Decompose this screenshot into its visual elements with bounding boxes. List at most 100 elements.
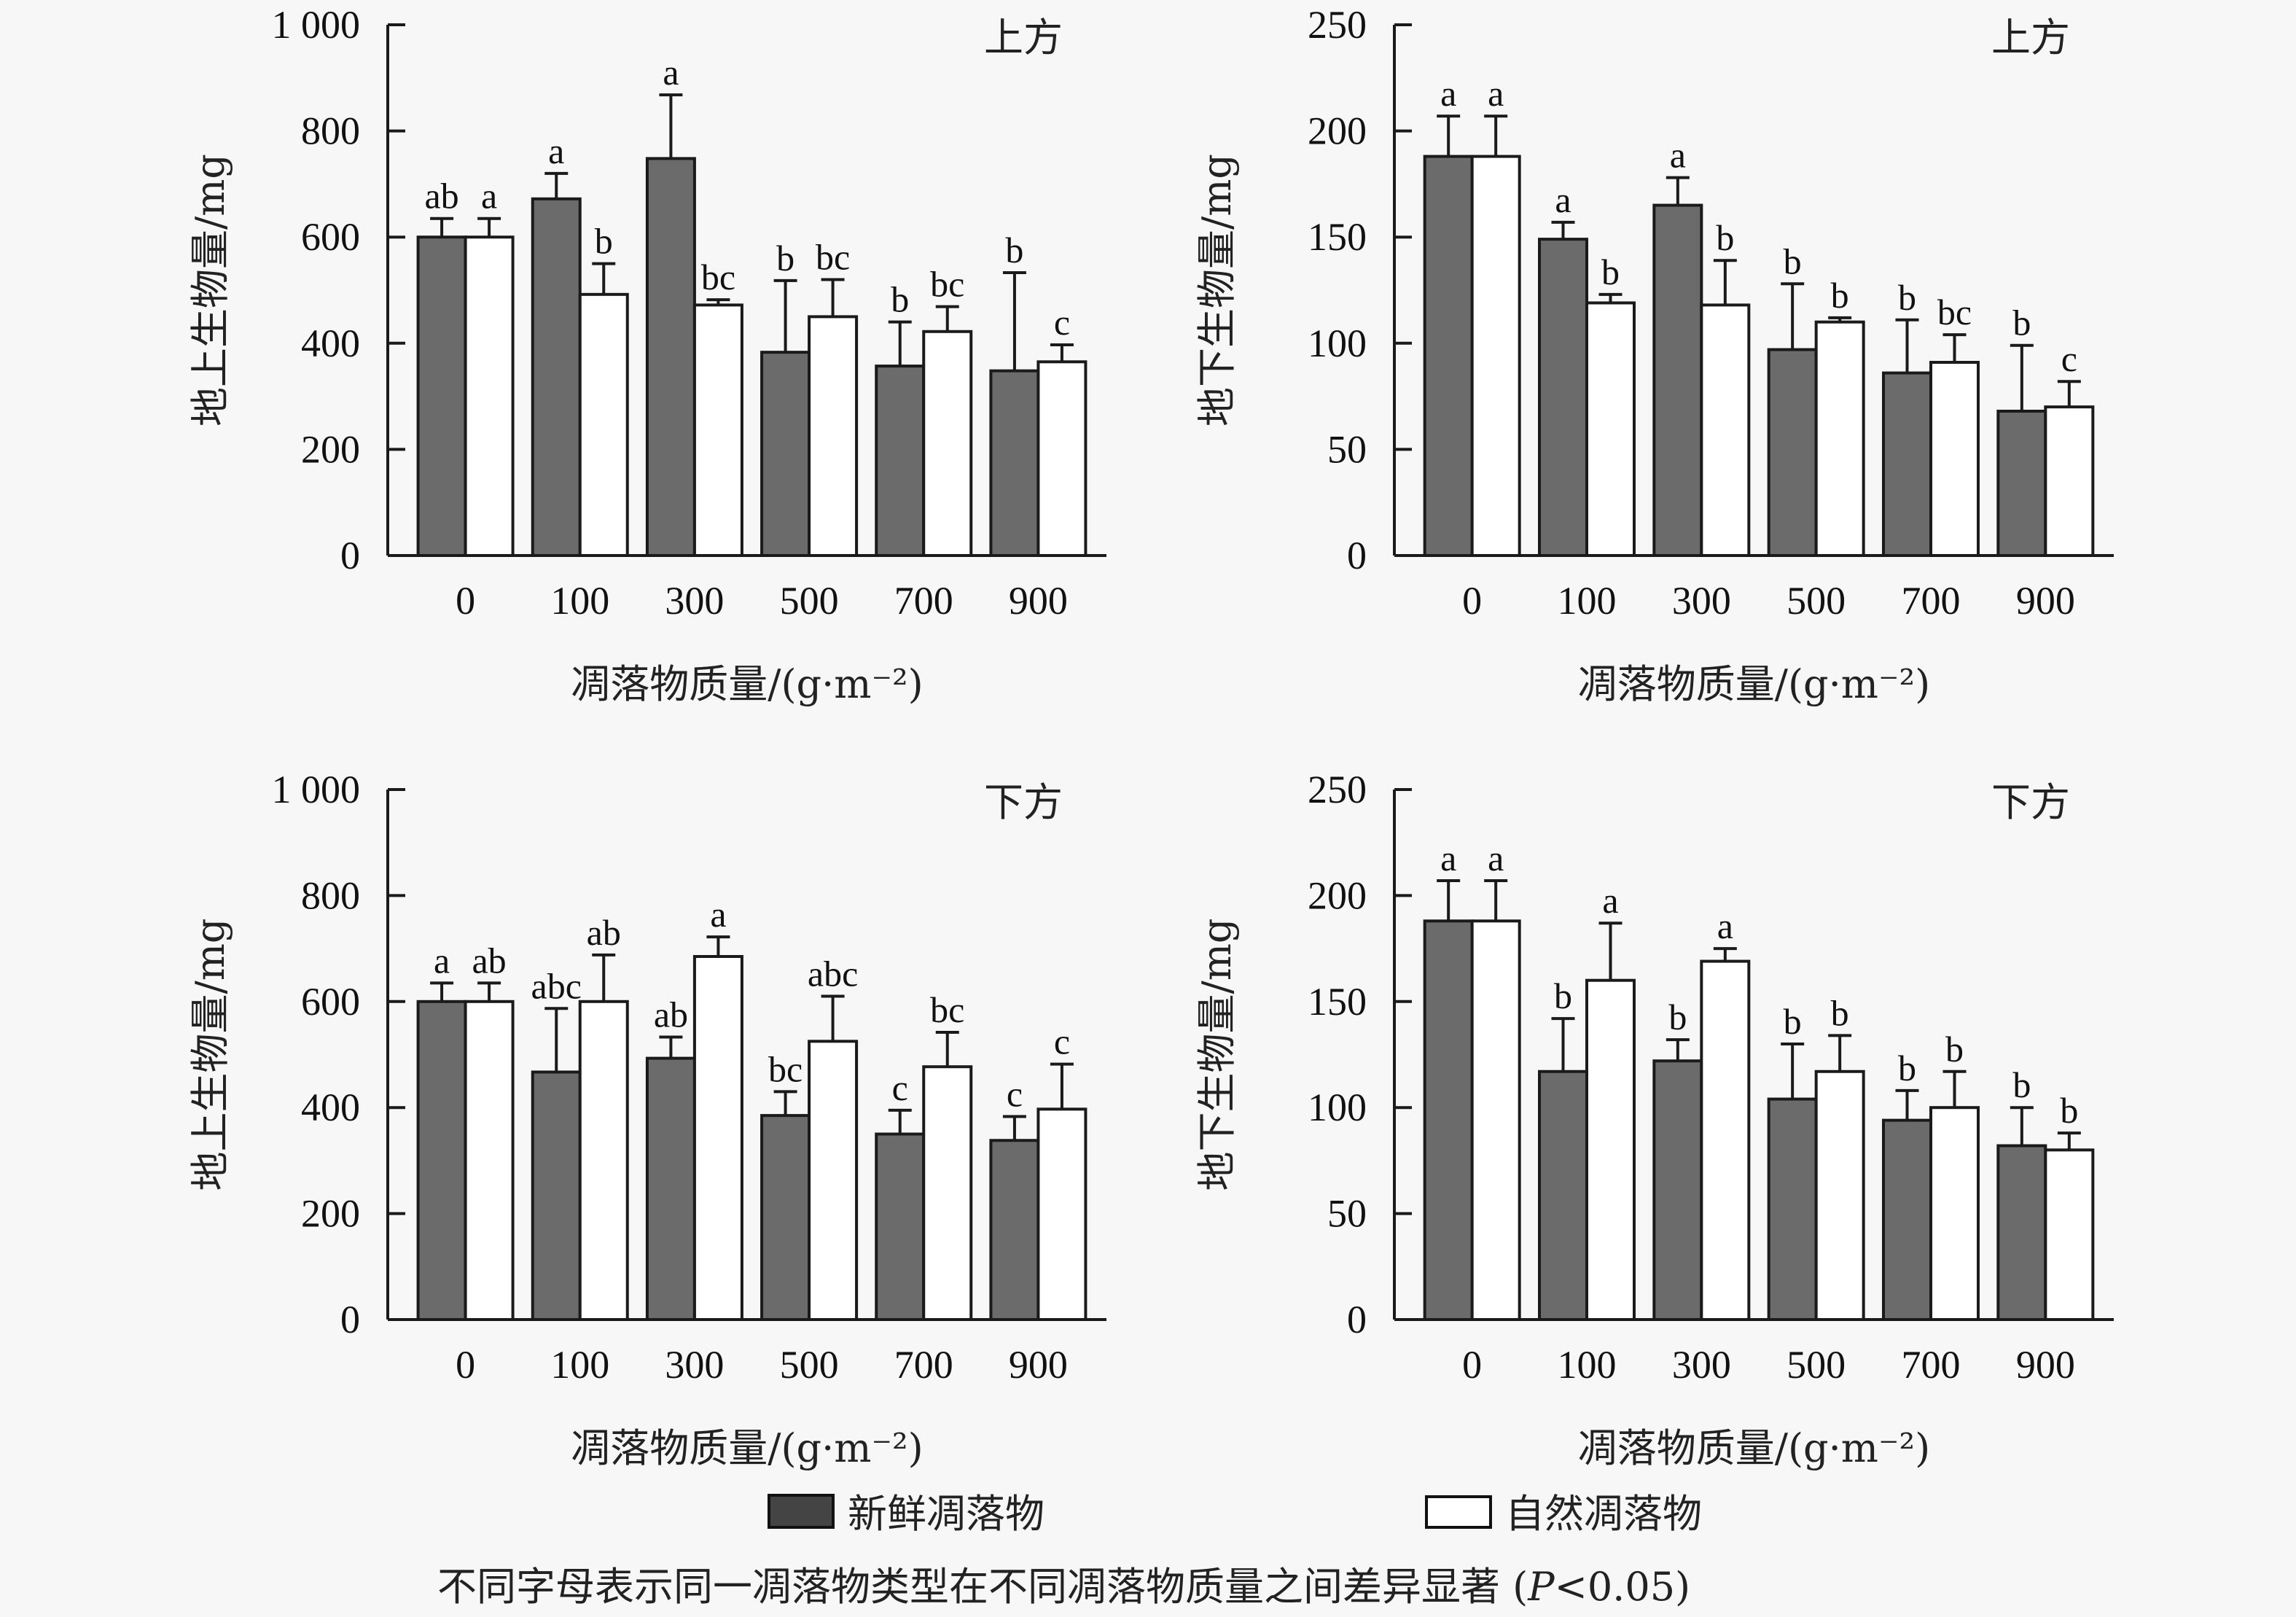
bar-natural (1036, 1107, 1088, 1321)
significance-letter: b (2012, 1064, 2031, 1105)
y-tick-label: 200 (301, 427, 360, 471)
x-tick-label: 700 (1902, 1343, 1961, 1387)
footnote-p: P (1527, 1564, 1555, 1610)
significance-letter: a (1602, 880, 1618, 921)
bar-natural (1585, 978, 1636, 1321)
significance-letter: b (2060, 1090, 2078, 1131)
y-tick-label: 400 (301, 322, 360, 365)
y-axis-label: 地上生物量/mg (187, 919, 233, 1191)
significance-letter: c (1007, 1074, 1023, 1115)
x-tick-label: 300 (1672, 579, 1731, 623)
x-tick-label: 500 (780, 579, 839, 623)
legend-swatch-fresh (768, 1494, 835, 1529)
significance-letter: bc (930, 264, 964, 305)
significance-letter: ab (424, 176, 458, 217)
significance-letter: ab (654, 994, 688, 1035)
x-tick-label: 900 (2016, 1343, 2075, 1387)
y-tick-label: 200 (1308, 873, 1367, 917)
y-tick-label: 0 (340, 534, 360, 577)
bar-fresh (645, 157, 696, 557)
panel-label: 上方 (1991, 15, 2070, 61)
bar-fresh (760, 1114, 811, 1321)
legend-swatch-natural (1425, 1495, 1492, 1529)
bar-natural (1929, 1106, 1980, 1321)
y-tick-label: 250 (1308, 768, 1367, 811)
legend-label-fresh: 新鲜凋落物 (848, 1491, 1044, 1537)
bar-natural (2044, 405, 2095, 557)
bar-natural (692, 955, 743, 1321)
bar-fresh (1767, 348, 1818, 557)
significance-letter: a (1488, 838, 1504, 878)
x-tick-label: 500 (1787, 579, 1846, 623)
y-tick-label: 100 (1308, 1086, 1367, 1129)
bar-fresh (875, 1132, 926, 1322)
bar-fresh (1652, 1059, 1703, 1321)
significance-letter: b (1784, 1001, 1802, 1042)
significance-letter: b (891, 279, 909, 320)
x-tick-label: 0 (456, 1343, 475, 1387)
x-axis-label: 凋落物质量/(g·m⁻²) (571, 1425, 923, 1471)
significance-letter: a (1717, 905, 1733, 946)
panel-label: 下方 (1991, 779, 2070, 825)
significance-letter: a (663, 52, 679, 93)
significance-letter: b (1554, 975, 1572, 1016)
y-tick-label: 1 000 (272, 768, 361, 811)
significance-letter: b (1005, 230, 1023, 270)
significance-letter: bc (816, 236, 850, 277)
footnote: 不同字母表示同一凋落物类型在不同凋落物质量之间差异显著 (P<0.05) (437, 1564, 1690, 1610)
x-tick-label: 900 (1009, 579, 1068, 623)
bar-fresh (989, 369, 1040, 557)
significance-letter: c (2061, 338, 2077, 379)
significance-letter: a (548, 130, 564, 171)
bar-natural (922, 330, 973, 557)
significance-letter: bc (930, 989, 964, 1030)
bar-natural (1470, 155, 1521, 557)
footnote-rest: <0.05) (1555, 1564, 1691, 1610)
significance-letter: b (1601, 252, 1620, 292)
x-tick-label: 0 (456, 579, 475, 623)
significance-letter: abc (808, 954, 858, 994)
y-tick-label: 400 (301, 1086, 360, 1129)
significance-letter: a (710, 894, 726, 935)
bar-fresh (1882, 1118, 1932, 1321)
bar-natural (808, 1040, 859, 1321)
x-tick-label: 100 (1558, 579, 1617, 623)
significance-letter: a (1440, 838, 1456, 878)
bar-natural (1036, 360, 1088, 557)
bar-fresh (645, 1056, 696, 1321)
bar-natural (1470, 919, 1521, 1321)
y-axis-label: 地上生物量/mg (187, 154, 233, 426)
significance-letter: a (1670, 135, 1686, 176)
x-tick-label: 700 (1902, 579, 1961, 623)
x-tick-label: 700 (894, 579, 953, 623)
significance-letter: b (1898, 277, 1916, 318)
y-tick-label: 600 (301, 215, 360, 259)
significance-letter: b (1898, 1048, 1916, 1088)
significance-letter: b (1668, 997, 1687, 1037)
bar-fresh (531, 197, 582, 557)
y-tick-label: 150 (1308, 980, 1367, 1024)
bar-fresh (1538, 1069, 1588, 1322)
x-axis-label: 凋落物质量/(g·m⁻²) (571, 661, 923, 707)
x-tick-label: 100 (1558, 1343, 1617, 1387)
y-tick-label: 800 (301, 109, 360, 153)
bar-fresh (875, 365, 926, 557)
significance-letter: ab (587, 912, 621, 953)
bar-natural (464, 235, 515, 557)
bar-natural (808, 315, 859, 557)
bar-fresh (1767, 1097, 1818, 1321)
legend-label-natural: 自然凋落物 (1505, 1491, 1702, 1537)
bar-natural (2044, 1148, 2095, 1321)
significance-letter: b (595, 221, 613, 262)
bar-fresh (1423, 155, 1474, 557)
significance-letter: a (1555, 179, 1571, 220)
y-tick-label: 200 (301, 1192, 360, 1236)
bar-fresh (1538, 238, 1588, 557)
y-tick-label: 0 (340, 1298, 360, 1341)
significance-letter: b (1831, 992, 1849, 1033)
bar-natural (1585, 301, 1636, 557)
bar-fresh (1882, 371, 1932, 557)
x-tick-label: 300 (1672, 1343, 1731, 1387)
